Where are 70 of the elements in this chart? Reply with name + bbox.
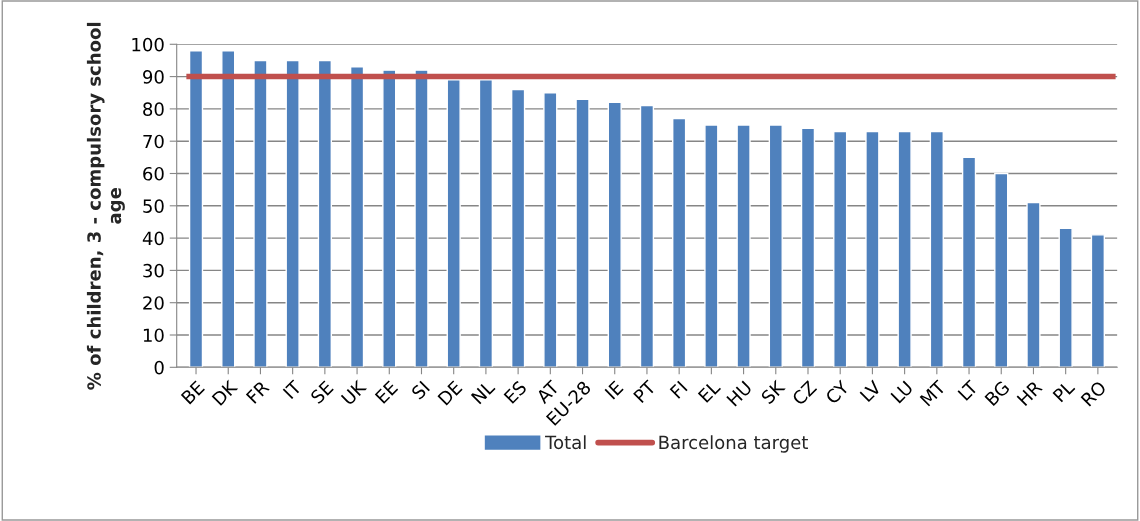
x-tick-label: NL [470, 379, 496, 405]
bar [349, 66, 365, 368]
bar [704, 124, 719, 368]
x-tick-label: LU [890, 380, 914, 404]
y-tick-label: 60 [143, 166, 164, 181]
x-tick-label: PL [1052, 379, 1076, 403]
y-tick-label: 70 [143, 134, 164, 149]
x-tick-label: EL [697, 379, 721, 403]
x-tick-label: UK [340, 379, 368, 406]
bar [800, 127, 816, 368]
bar [285, 59, 300, 368]
bar [833, 130, 848, 368]
bar [994, 172, 1009, 368]
x-tick-label: CY [824, 379, 851, 405]
y-tick-label: 80 [143, 102, 164, 117]
x-tick-label: MT [919, 379, 947, 407]
bar [1058, 227, 1073, 368]
x-tick-label: PT [633, 379, 657, 404]
y-axis-title: % of children, 3 - compulsory school age [86, 22, 125, 390]
x-tick-label: FI [669, 380, 688, 399]
x-tick-label: EE [374, 380, 399, 404]
y-tick-label: 40 [142, 231, 164, 246]
x-tick-label: LT [957, 379, 979, 401]
bar [1026, 201, 1041, 368]
x-tick-label: BG [984, 380, 1011, 407]
x-tick-label: HR [1016, 379, 1043, 407]
y-tick-label: 30 [143, 263, 164, 278]
bar [575, 98, 590, 368]
bar [929, 130, 944, 368]
x-tick-label: IT [282, 379, 303, 400]
bar [1090, 234, 1106, 368]
bar [221, 50, 236, 368]
y-tick-label: 90 [143, 70, 164, 84]
y-tick-label: 50 [143, 199, 164, 213]
x-tick-label: SE [309, 380, 334, 405]
x-tick-label: FR [245, 379, 270, 404]
x-tick-label: LV [859, 379, 883, 402]
bar [607, 101, 622, 368]
bar [414, 69, 429, 368]
x-tick-label: IE [604, 380, 624, 400]
bar [897, 130, 912, 368]
x-tick-label: RO [1080, 380, 1108, 407]
y-tick-label: 100 [132, 37, 164, 52]
x-tick-label: DE [437, 380, 463, 406]
x-tick-label: HU [726, 380, 753, 407]
legend-label: Total [545, 435, 586, 450]
y-tick-label: 0 [154, 360, 164, 375]
bar [961, 156, 977, 368]
legend-label: Barcelona target [659, 435, 808, 453]
x-tick-label: DK [211, 379, 239, 406]
bar [446, 79, 461, 368]
bar [253, 59, 268, 368]
bar [672, 117, 687, 368]
bar [639, 104, 655, 368]
bar [768, 124, 783, 368]
x-tick-label: ES [503, 380, 528, 404]
bar [736, 124, 751, 368]
bar [510, 88, 526, 368]
bar [188, 50, 204, 368]
x-tick-label: SK [760, 379, 786, 405]
x-tick-label: BE [180, 380, 205, 405]
y-tick-label: 20 [143, 296, 164, 310]
bar [382, 69, 397, 368]
x-tick-label: SI [410, 380, 431, 401]
bar [543, 92, 558, 368]
bar [317, 59, 332, 368]
x-tick-label: CZ [791, 379, 818, 406]
bar [478, 79, 494, 368]
y-tick-label: 10 [143, 328, 164, 343]
bar [865, 130, 880, 368]
